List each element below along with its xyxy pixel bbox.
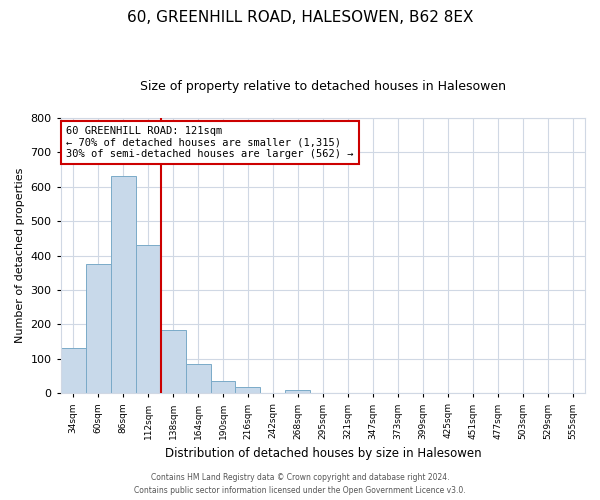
Title: Size of property relative to detached houses in Halesowen: Size of property relative to detached ho… — [140, 80, 506, 93]
Bar — [61, 348, 86, 394]
Bar — [235, 388, 260, 394]
Text: 60 GREENHILL ROAD: 121sqm
← 70% of detached houses are smaller (1,315)
30% of se: 60 GREENHILL ROAD: 121sqm ← 70% of detac… — [66, 126, 353, 159]
Text: 60, GREENHILL ROAD, HALESOWEN, B62 8EX: 60, GREENHILL ROAD, HALESOWEN, B62 8EX — [127, 10, 473, 25]
Text: Contains HM Land Registry data © Crown copyright and database right 2024.
Contai: Contains HM Land Registry data © Crown c… — [134, 474, 466, 495]
Bar — [136, 245, 161, 394]
X-axis label: Distribution of detached houses by size in Halesowen: Distribution of detached houses by size … — [164, 447, 481, 460]
Bar — [161, 330, 185, 394]
Y-axis label: Number of detached properties: Number of detached properties — [15, 168, 25, 343]
Bar — [211, 381, 235, 394]
Bar — [86, 264, 110, 394]
Bar — [286, 390, 310, 394]
Bar — [110, 176, 136, 394]
Bar — [185, 364, 211, 394]
